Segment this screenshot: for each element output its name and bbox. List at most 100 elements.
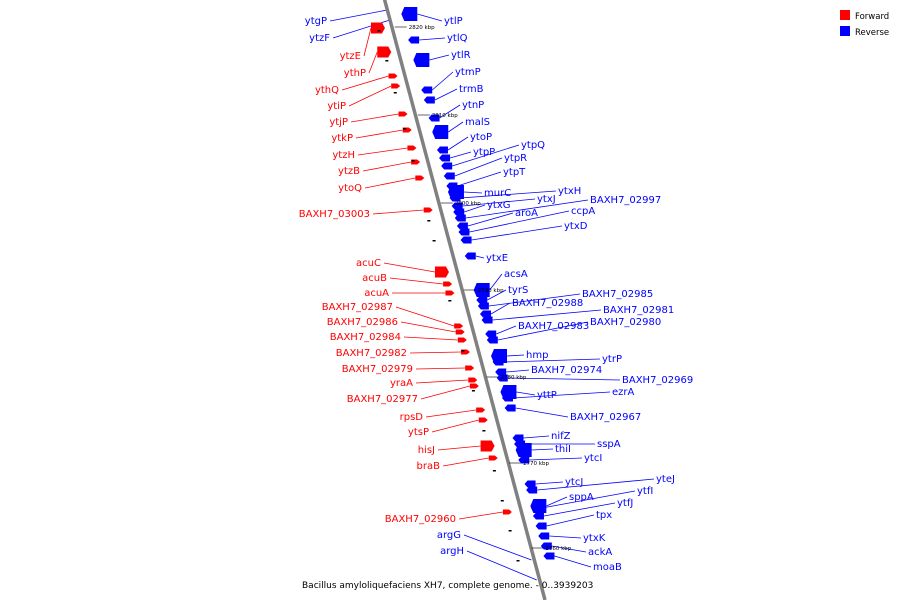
forward-gene-feature xyxy=(488,455,498,461)
reverse-gene-label: ytxD xyxy=(564,221,588,232)
reverse-gene-label: sspA xyxy=(597,439,621,450)
forward-gene-label: ytzH xyxy=(332,150,355,161)
reverse-gene-label: malS xyxy=(465,117,490,128)
reverse-gene-feature xyxy=(401,7,418,21)
reverse-gene-feature xyxy=(413,53,430,67)
reverse-connector xyxy=(523,435,550,439)
reverse-connector xyxy=(447,136,469,151)
forward-connector xyxy=(395,306,455,327)
forward-gene-label: ythQ xyxy=(315,85,339,96)
legend-reverse-label: Reverse xyxy=(855,28,889,38)
forward-connector xyxy=(362,161,412,172)
forward-gene-label: ythP xyxy=(344,68,366,79)
reverse-gene-label: ytpR xyxy=(504,153,527,164)
reverse-gene-feature xyxy=(530,504,542,512)
minor-feature-mark xyxy=(508,530,512,532)
reverse-connector xyxy=(452,144,520,167)
reverse-connector xyxy=(529,457,583,461)
reverse-gene-label: BAXH7_02967 xyxy=(570,412,641,423)
reverse-gene-feature xyxy=(526,486,538,494)
kbp-tick-label: 2810 kbp xyxy=(432,113,458,119)
forward-gene-feature xyxy=(407,145,417,151)
reverse-gene-label: ytpQ xyxy=(521,140,545,151)
forward-connector xyxy=(368,51,378,74)
reverse-gene-label: BAXH7_02974 xyxy=(531,365,602,376)
reverse-connector xyxy=(551,545,587,553)
forward-gene-label: ytjP xyxy=(329,117,348,128)
forward-gene-label: BAXH7_02982 xyxy=(336,348,407,359)
reverse-gene-feature xyxy=(436,146,448,154)
forward-gene-feature xyxy=(443,281,453,287)
reverse-gene-label: nifZ xyxy=(551,431,571,442)
forward-connector xyxy=(355,129,403,139)
reverse-gene-feature xyxy=(495,368,507,376)
reverse-connector xyxy=(507,377,621,381)
reverse-connector xyxy=(469,210,570,233)
reverse-gene-feature xyxy=(473,283,490,297)
forward-gene-feature xyxy=(445,290,455,296)
forward-gene-label: BAXH7_02979 xyxy=(342,364,413,375)
reverse-connector xyxy=(464,204,486,213)
reverse-connector xyxy=(496,325,517,335)
reverse-connector xyxy=(554,555,592,568)
forward-connector xyxy=(383,262,436,273)
reverse-gene-label: ytfI xyxy=(637,486,653,497)
forward-gene-label: BAXH7_02986 xyxy=(327,317,398,328)
forward-connector xyxy=(420,385,470,400)
minor-feature-mark xyxy=(403,128,407,130)
reverse-gene-label: BAXH7_02969 xyxy=(622,375,693,386)
reverse-connector xyxy=(417,13,443,22)
reverse-gene-feature xyxy=(532,512,544,520)
reverse-connector xyxy=(471,225,563,241)
forward-connector xyxy=(437,445,481,451)
reverse-gene-feature xyxy=(449,194,461,202)
kbp-tick-label: 2770 kbp xyxy=(523,461,549,467)
reverse-connector xyxy=(448,121,464,133)
forward-gene-feature xyxy=(457,337,467,343)
reverse-connector xyxy=(543,502,616,517)
forward-connector xyxy=(363,27,372,57)
forward-gene-feature xyxy=(377,46,392,58)
reverse-gene-label: ytzF xyxy=(309,33,330,44)
reverse-gene-label: yteJ xyxy=(656,474,675,485)
forward-gene-label: ytsP xyxy=(408,427,429,438)
reverse-connector xyxy=(434,88,458,101)
forward-connector xyxy=(425,409,477,418)
reverse-connector xyxy=(490,302,511,315)
reverse-connector xyxy=(439,104,461,119)
forward-gene-label: BAXH7_02960 xyxy=(385,514,456,525)
forward-connector xyxy=(415,379,469,384)
reverse-gene-label: ytpT xyxy=(503,167,526,178)
reverse-connector xyxy=(506,369,530,373)
reverse-gene-label: ccpA xyxy=(571,206,595,217)
reverse-gene-feature xyxy=(456,222,468,230)
reverse-gene-label: aroA xyxy=(515,208,538,219)
reverse-gene-label: argH xyxy=(440,546,464,557)
minor-feature-mark xyxy=(516,560,520,562)
reverse-connector xyxy=(467,212,514,227)
reverse-gene-label: ytlQ xyxy=(447,33,468,44)
forward-gene-label: rpsD xyxy=(400,412,424,423)
forward-connector xyxy=(400,321,456,333)
reverse-gene-label: ytoP xyxy=(470,132,492,143)
reverse-gene-label: BAXH7_02983 xyxy=(518,321,589,332)
reverse-connector xyxy=(541,490,636,509)
reverse-gene-feature xyxy=(460,236,472,244)
reverse-gene-feature xyxy=(486,336,498,344)
reverse-gene-label: sppA xyxy=(569,492,594,503)
reverse-gene-label: trmB xyxy=(459,84,484,95)
forward-gene-label: BAXH7_02984 xyxy=(330,332,401,343)
reverse-gene-feature xyxy=(408,36,420,44)
reverse-gene-feature xyxy=(485,330,497,338)
reverse-gene-feature xyxy=(535,522,547,530)
reverse-gene-feature xyxy=(464,252,476,260)
reverse-connector xyxy=(454,157,503,177)
reverse-gene-feature xyxy=(481,316,493,324)
reverse-gene-feature xyxy=(441,162,453,170)
reverse-connector xyxy=(449,151,472,159)
reverse-gene-label: ytxE xyxy=(486,253,508,264)
forward-gene-feature xyxy=(415,175,425,181)
reverse-connector xyxy=(531,448,554,451)
reverse-gene-label: yttP xyxy=(537,390,557,401)
reverse-gene-feature xyxy=(543,552,555,560)
